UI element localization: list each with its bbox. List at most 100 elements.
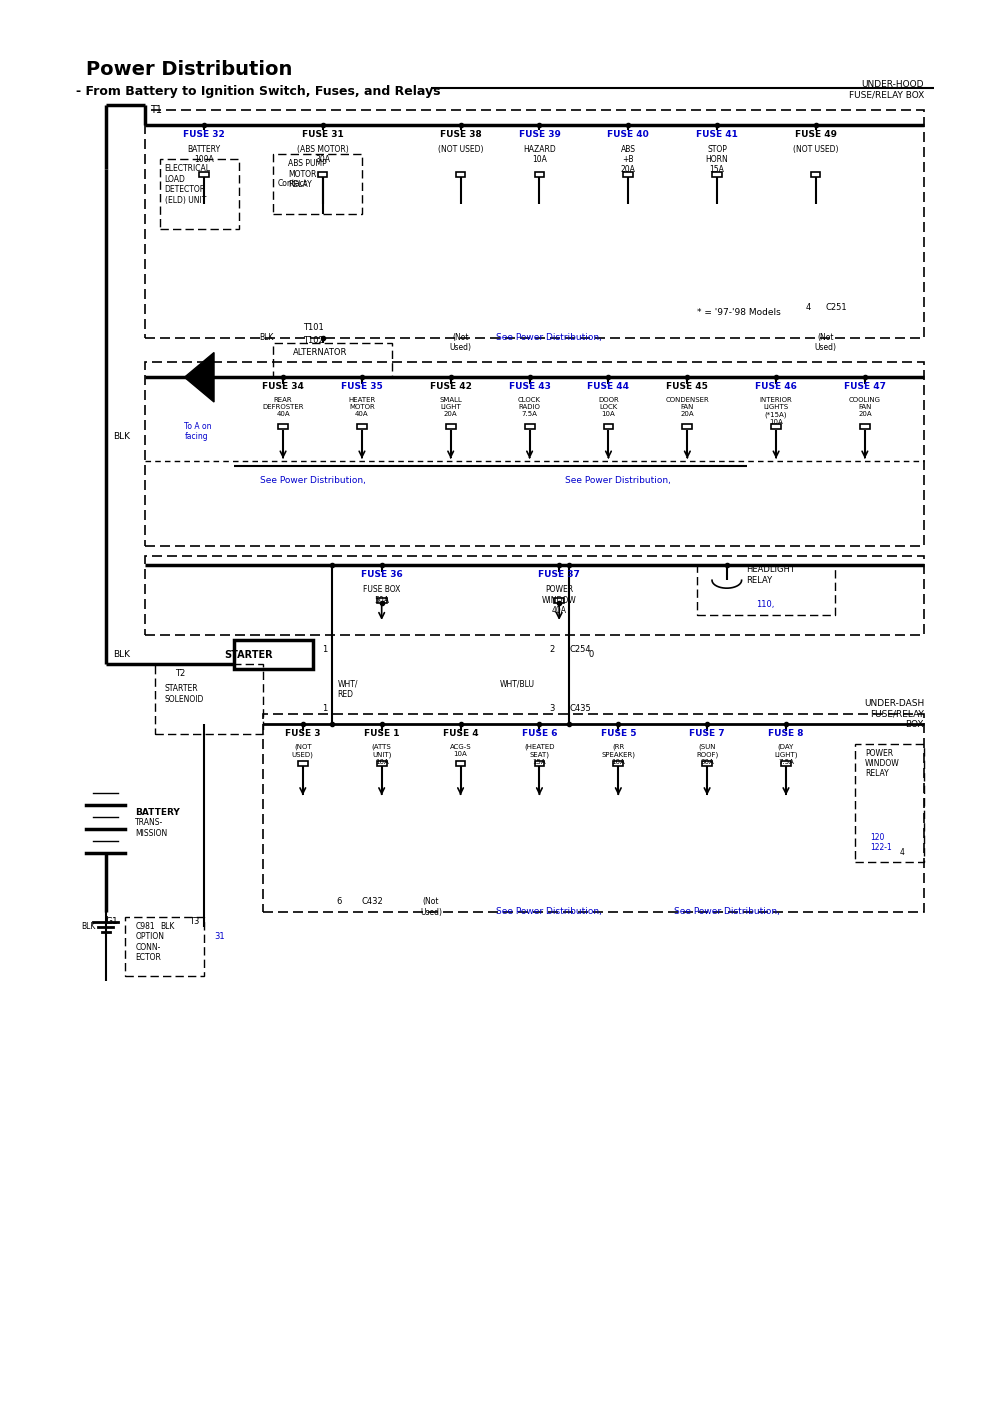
Text: Power Distribution: Power Distribution [86, 61, 292, 79]
Text: (DAY
LIGHT)
7.5A: (DAY LIGHT) 7.5A [774, 744, 798, 765]
Text: T1: T1 [150, 105, 162, 115]
Text: - From Battery to Ignition Switch, Fuses, and Relays: - From Battery to Ignition Switch, Fuses… [76, 85, 440, 98]
Text: ALTERNATOR: ALTERNATOR [293, 348, 347, 356]
Text: HEADLIGHT
RELAY: HEADLIGHT RELAY [747, 566, 795, 585]
Text: (HEATED
SEAT)
15A: (HEATED SEAT) 15A [524, 744, 555, 765]
Text: BLK: BLK [259, 332, 273, 342]
Text: (NOT
USED): (NOT USED) [292, 744, 314, 758]
Text: FUSE 39: FUSE 39 [519, 130, 560, 139]
Text: ACG-S
10A: ACG-S 10A [450, 744, 471, 756]
Text: FUSE 1: FUSE 1 [364, 728, 399, 738]
Text: HAZARD
10A: HAZARD 10A [523, 144, 556, 164]
Text: POWER
WINDOW
40A: POWER WINDOW 40A [542, 585, 577, 615]
Text: 1: 1 [322, 645, 327, 653]
Text: C432: C432 [362, 896, 384, 906]
Text: See Power Distribution,: See Power Distribution, [496, 332, 602, 342]
Text: G1: G1 [106, 916, 118, 926]
Text: FUSE 32: FUSE 32 [183, 130, 225, 139]
Text: See Power Distribution,: See Power Distribution, [496, 906, 602, 916]
Text: (SUN
ROOF)
30A: (SUN ROOF) 30A [696, 744, 718, 765]
Text: 3: 3 [549, 704, 554, 713]
Text: (NOT USED): (NOT USED) [438, 144, 483, 154]
Text: T2: T2 [175, 669, 185, 679]
Text: (Not
Used): (Not Used) [814, 332, 836, 352]
Text: WHT/BLU: WHT/BLU [500, 679, 535, 689]
Text: FUSE 41: FUSE 41 [696, 130, 738, 139]
Text: See Power Distribution,: See Power Distribution, [674, 906, 780, 916]
Text: 110,: 110, [756, 600, 775, 609]
Text: ABS PUMP
MOTOR
RELAY: ABS PUMP MOTOR RELAY [288, 160, 327, 189]
Text: 0: 0 [589, 650, 594, 659]
Text: BATTERY: BATTERY [135, 809, 180, 817]
Text: STARTER
SOLENOID: STARTER SOLENOID [165, 684, 204, 704]
Text: FUSE 45: FUSE 45 [666, 382, 708, 392]
Text: C435: C435 [569, 704, 591, 713]
Text: DOOR
LOCK
10A: DOOR LOCK 10A [598, 397, 619, 417]
Text: FUSE 38: FUSE 38 [440, 130, 481, 139]
Text: FUSE 44: FUSE 44 [587, 382, 629, 392]
Text: UNDER-DASH
FUSE/RELAY
BOX: UNDER-DASH FUSE/RELAY BOX [864, 699, 924, 728]
Text: See Power Distribution,: See Power Distribution, [565, 477, 671, 485]
Text: * = '97-'98 Models: * = '97-'98 Models [697, 308, 781, 317]
Text: INTERIOR
LIGHTS
(*15A)
10A: INTERIOR LIGHTS (*15A) 10A [760, 397, 792, 424]
Text: (Not
Used): (Not Used) [420, 896, 442, 916]
Text: 1: 1 [322, 704, 327, 713]
Text: STOP
HORN
15A: STOP HORN 15A [706, 144, 728, 174]
Text: BLK: BLK [113, 650, 130, 659]
Text: 31: 31 [214, 932, 225, 940]
Text: (RR
SPEAKER)
10A: (RR SPEAKER) 10A [601, 744, 635, 765]
Text: TRANS-
MISSION: TRANS- MISSION [135, 819, 167, 837]
Text: Contact: Contact [278, 180, 308, 188]
Text: WHT/
RED: WHT/ RED [337, 679, 358, 699]
Text: 4: 4 [899, 847, 904, 857]
Text: FUSE 37: FUSE 37 [538, 570, 580, 580]
Text: 6: 6 [337, 896, 342, 906]
Text: FUSE 4: FUSE 4 [443, 728, 478, 738]
Text: FUSE 5: FUSE 5 [601, 728, 636, 738]
Text: FUSE 6: FUSE 6 [522, 728, 557, 738]
Text: C251: C251 [825, 303, 847, 312]
Text: CONDENSER
FAN
20A: CONDENSER FAN 20A [665, 397, 709, 417]
Text: HEATER
MOTOR
40A: HEATER MOTOR 40A [348, 397, 376, 417]
Text: FUSE 46: FUSE 46 [755, 382, 797, 392]
Text: (Not
Used): (Not Used) [450, 332, 472, 352]
Text: FUSE 35: FUSE 35 [341, 382, 383, 392]
Text: BLK: BLK [81, 922, 96, 930]
Text: COOLING
FAN
20A: COOLING FAN 20A [849, 397, 881, 417]
Text: (NOT USED): (NOT USED) [793, 144, 838, 154]
Text: 120
122-1: 120 122-1 [870, 833, 892, 853]
Text: BLK: BLK [160, 922, 175, 930]
Text: ELECTRICAL
LOAD
DETECTOR
(ELD) UNIT: ELECTRICAL LOAD DETECTOR (ELD) UNIT [165, 164, 211, 205]
Text: SMALL
LIGHT
20A: SMALL LIGHT 20A [439, 397, 462, 417]
Text: T3: T3 [189, 916, 200, 926]
Text: FUSE 34: FUSE 34 [262, 382, 304, 392]
Text: FUSE 47: FUSE 47 [844, 382, 886, 392]
Text: C254: C254 [569, 645, 591, 653]
Polygon shape [184, 352, 214, 402]
Text: UNDER-HOOD
FUSE/RELAY BOX: UNDER-HOOD FUSE/RELAY BOX [849, 81, 924, 99]
Text: (ABS MOTOR)
30A: (ABS MOTOR) 30A [297, 144, 348, 164]
Text: FUSE BOX
50A: FUSE BOX 50A [363, 585, 400, 605]
Text: T102: T102 [303, 335, 324, 345]
Text: FUSE 3: FUSE 3 [285, 728, 321, 738]
Text: FUSE 42: FUSE 42 [430, 382, 472, 392]
Text: C981
OPTION
CONN-
ECTOR: C981 OPTION CONN- ECTOR [135, 922, 164, 962]
Text: FUSE 31: FUSE 31 [302, 130, 343, 139]
Text: FUSE 40: FUSE 40 [607, 130, 649, 139]
Text: FUSE 7: FUSE 7 [689, 728, 725, 738]
Text: ABS
+B
20A: ABS +B 20A [621, 144, 636, 174]
Text: FUSE 8: FUSE 8 [768, 728, 804, 738]
Text: FUSE 43: FUSE 43 [509, 382, 551, 392]
Text: REAR
DEFROSTER
40A: REAR DEFROSTER 40A [262, 397, 304, 417]
Text: BLK: BLK [113, 433, 130, 441]
Text: FUSE 36: FUSE 36 [361, 570, 403, 580]
Text: CLOCK
RADIO
7.5A: CLOCK RADIO 7.5A [518, 397, 541, 417]
Text: T101: T101 [303, 322, 324, 332]
Text: STARTER: STARTER [225, 649, 273, 659]
Text: BATTERY
100A: BATTERY 100A [188, 144, 221, 164]
Text: (ATTS
UNIT)
10A: (ATTS UNIT) 10A [372, 744, 392, 765]
Text: POWER
WINDOW
RELAY: POWER WINDOW RELAY [865, 748, 900, 778]
Text: 4: 4 [805, 303, 811, 312]
Text: To A on
facing: To A on facing [184, 421, 212, 441]
Text: 2: 2 [549, 645, 554, 653]
